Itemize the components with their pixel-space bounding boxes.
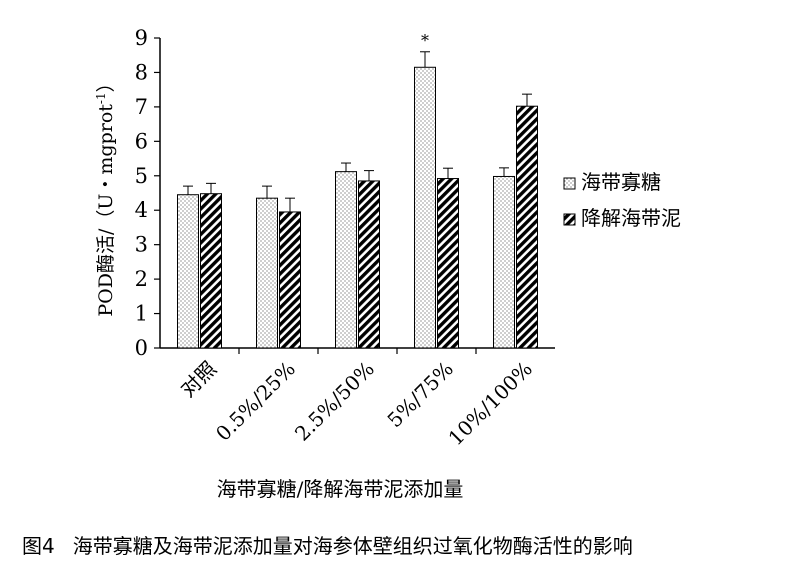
y-tick-label: 6 [135,129,148,153]
bar [256,197,278,349]
legend-swatch [563,213,576,226]
legend-label: 海带寡糖 [581,170,661,194]
x-tick-label: 0.5%/25% [211,357,300,446]
y-tick-label: 3 [135,233,148,257]
x-tick-label: 2.5%/50% [290,357,379,446]
bar [516,105,538,349]
y-axis: 0 1 2 3 4 5 6 7 8 9 [135,26,161,360]
y-tick-label: 9 [135,26,148,50]
y-tick-label: 0 [135,336,148,360]
significance-marker: * [421,31,429,50]
x-tick-label: 5%/75% [382,357,458,433]
bar [493,175,515,349]
bars: * [177,31,538,349]
x-axis: 对照0.5%/25%2.5%/50% 5%/75%10%/100% [160,347,555,451]
y-tick-label: 5 [135,164,148,188]
figure-caption: 图4 海带寡糖及海带泥添加量对海参体壁组织过氧化物酶活性的影响 [22,530,633,559]
y-tick-label: 7 [135,95,148,119]
y-tick-label: 8 [135,60,148,84]
figure-caption-text: 海带寡糖及海带泥添加量对海参体壁组织过氧化物酶活性的影响 [72,534,633,558]
bar [414,66,436,349]
legend-label: 降解海带泥 [581,206,681,230]
y-tick-label: 4 [135,198,148,222]
legend-swatch [563,177,576,190]
y-tick-label: 2 [135,267,148,291]
x-tick-label: 10%/100% [443,357,537,451]
bar [358,180,380,349]
bar [200,193,222,349]
y-tick-label: 1 [135,302,148,326]
bar [177,194,199,349]
bar [335,171,357,349]
figure-number: 图4 [22,534,55,558]
y-axis-label: POD酶活/（U・mgprot-1） [94,73,117,316]
bar [437,178,459,349]
x-tick-label: 对照 [176,357,221,402]
x-axis-label: 海带寡糖/降解海带泥添加量 [217,477,464,501]
figure-chart: 0 1 2 3 4 5 6 7 8 9 对照0.5%/25%2.5%/50% 5%/75%10%/1… [94,26,681,501]
bar [279,211,301,349]
